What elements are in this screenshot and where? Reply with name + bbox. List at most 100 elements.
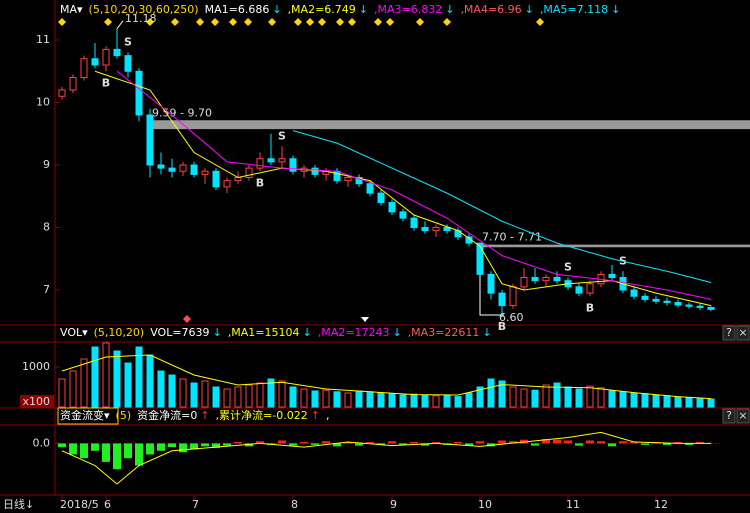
candle-body [289,158,297,172]
legend-arrow: ↓ [303,326,312,339]
volume-bar [80,358,88,408]
flow-bar [696,441,704,444]
volume-bar [190,382,198,408]
event-diamond [58,18,66,26]
volume-bar [157,370,165,408]
panel-button[interactable]: ? [726,326,732,339]
flow-bar [421,443,429,446]
flow-bar [168,443,176,448]
flow-bar [465,443,473,446]
flow-bar [289,443,297,446]
y-tick-label: 0.0 [33,436,51,449]
event-diamond [336,18,344,26]
candle-body [685,304,693,307]
volume-bar [586,385,594,408]
candle-body [388,202,396,213]
flow-bar [641,443,649,445]
flow-bar [212,443,220,448]
trough-leader [479,275,504,316]
trade-signal: S [564,261,572,274]
candle-body [168,167,176,172]
x-tick-label: 6 [104,498,111,511]
y-tick-label: 10 [36,96,50,109]
candle-body [641,295,649,300]
flow-bar [542,439,550,444]
event-diamond [146,18,154,26]
candle-body [432,227,440,232]
volume-bar [498,380,506,408]
x-tick-label: 2018/5 [60,498,99,511]
price-band [480,244,750,248]
legend-value: ,MA3=6.832 [374,3,442,16]
candle-body [696,305,704,308]
event-diamond [196,18,204,26]
panel-header: MA▾ (5,10,20,30,60,250) MA1=6.686 ↓ ,MA2=6.7… [60,3,620,16]
legend-value: 资金净流=0 [137,408,197,422]
candle-body [179,164,187,172]
panel-header: 资金流变▾ (5) 资金净流=0 ↑ ,累计净流=-0.022 ↑, [60,408,329,422]
trade-signal: B [102,76,110,89]
legend-arrow: ↓ [525,3,534,16]
panel-button[interactable]: × [738,409,747,422]
candle-body [267,158,275,163]
candle-body [245,167,253,178]
band-label: 7.70 - 7.71 [482,231,542,244]
volume-bar [575,388,583,408]
flow-bar [509,441,517,444]
volume-bar [630,392,638,408]
volume-bar [69,370,77,408]
indicator-name[interactable]: VOL▾ [60,326,88,339]
x-tick-label: 9 [390,498,397,511]
period-label[interactable]: 日线↓ [3,497,34,511]
event-diamond [306,18,314,26]
indicator-name[interactable]: MA▾ [60,3,83,16]
panel-button[interactable]: × [738,326,747,339]
price-band [150,120,750,130]
x-tick-label: 8 [291,498,298,511]
candle-body [421,227,429,232]
y-tick-label: 9 [43,158,50,171]
flow-bar [69,443,77,455]
candle-body [674,302,682,306]
moving-average [61,431,711,485]
y-tick-label: 1000 [22,360,50,373]
legend-value: , [326,409,330,422]
moving-average [94,70,712,307]
volume-bar [696,397,704,408]
flow-bar [366,441,374,444]
indicator-box [57,407,119,425]
flow-bar [344,441,352,444]
candle-body [663,300,671,303]
candle-body [399,211,407,219]
candle-body [58,89,66,97]
panel-button-bg [736,325,750,341]
unit-bg [20,395,54,408]
volume-bar [344,392,352,408]
candle-body [223,180,231,188]
y-tick-label: 7 [43,283,50,296]
event-diamond [318,18,326,26]
flow-bar [91,443,99,451]
flow-bar [58,443,66,448]
flow-bar [311,443,319,445]
event-diamond [443,18,451,26]
legend-arrow: ↓ [213,326,222,339]
moving-average [116,70,712,300]
y-tick-label: 8 [43,221,50,234]
frame [0,0,750,496]
legend-arrow: ↓ [392,326,401,339]
candle-body [201,170,209,175]
candle-body [509,286,517,307]
x-tick-label: 7 [192,498,199,511]
candle-body [256,158,264,169]
indicator-name[interactable]: 资金流变▾ [60,408,110,422]
trade-signal: S [278,129,286,142]
candle-body [69,77,77,91]
flow-bar [498,440,506,444]
indicator-params: (5) [116,409,132,422]
candle-body [311,167,319,175]
flow-bar [377,443,385,445]
legend-arrow: ↓ [359,3,368,16]
volume-bar [652,394,660,408]
panel-button[interactable]: ? [726,409,732,422]
